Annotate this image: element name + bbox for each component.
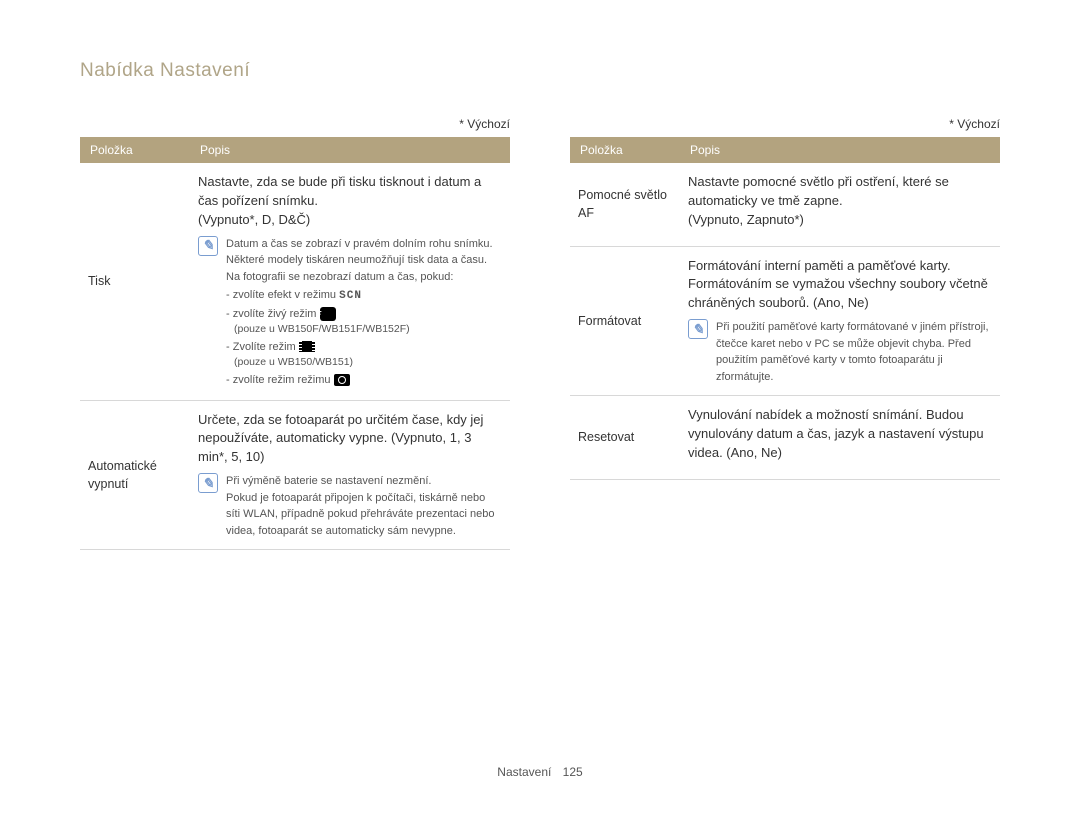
note-box: ✎ Datum a čas se zobrazí v pravém dolním… xyxy=(198,236,502,390)
table-row: Automatické vypnutí Určete, zda se fotoa… xyxy=(80,400,510,550)
page-title: Nabídka Nastavení xyxy=(80,60,1000,82)
page-footer: Nastavení 125 xyxy=(0,765,1080,779)
note-box: ✎ Při výměně baterie se nastavení nezměn… xyxy=(198,473,502,539)
film-icon xyxy=(299,341,315,352)
desc-text: Vynulování nabídek a možností snímání. B… xyxy=(688,406,992,463)
page-number: 125 xyxy=(563,765,583,779)
desc-text: Nastavte, zda se bude při tisku tisknout… xyxy=(198,173,502,230)
scn-label: SCN xyxy=(339,290,362,302)
default-note-left: * Výchozí xyxy=(80,117,510,131)
row-label: Formátovat xyxy=(570,246,680,396)
note-icon: ✎ xyxy=(198,473,218,493)
note-text: Datum a čas se zobrazí v pravém dolním r… xyxy=(226,236,493,390)
camera-icon xyxy=(334,374,350,386)
table-row: Formátovat Formátování interní paměti a … xyxy=(570,246,1000,396)
footer-label: Nastavení xyxy=(497,765,551,779)
desc-text: Určete, zda se fotoaparát po určitém čas… xyxy=(198,411,502,468)
col-header-item: Položka xyxy=(80,137,190,163)
note-text: Při použití paměťové karty formátované v… xyxy=(716,319,992,385)
row-desc: Nastavte, zda se bude při tisku tisknout… xyxy=(190,163,510,400)
note-box: ✎ Při použití paměťové karty formátované… xyxy=(688,319,992,385)
desc-text: Formátování interní paměti a paměťové ka… xyxy=(688,257,992,314)
row-desc: Formátování interní paměti a paměťové ka… xyxy=(680,246,1000,396)
row-desc: Určete, zda se fotoaparát po určitém čas… xyxy=(190,400,510,550)
note-icon: ✎ xyxy=(688,319,708,339)
note-text: Při výměně baterie se nastavení nezmění.… xyxy=(226,473,502,539)
settings-table-left: Položka Popis Tisk Nastavte, zda se bude… xyxy=(80,137,510,550)
table-row: Resetovat Vynulování nabídek a možností … xyxy=(570,396,1000,480)
row-label: Resetovat xyxy=(570,396,680,480)
right-column: * Výchozí Položka Popis Pomocné světlo A… xyxy=(570,117,1000,550)
content-columns: * Výchozí Položka Popis Tisk Nastavte, z… xyxy=(80,117,1000,550)
table-row: Tisk Nastavte, zda se bude při tisku tis… xyxy=(80,163,510,400)
settings-table-right: Položka Popis Pomocné světlo AF Nastavte… xyxy=(570,137,1000,480)
row-label: Automatické vypnutí xyxy=(80,400,190,550)
row-label: Pomocné světlo AF xyxy=(570,163,680,246)
desc-text: Nastavte pomocné světlo při ostření, kte… xyxy=(688,173,992,230)
col-header-item: Položka xyxy=(570,137,680,163)
row-desc: Nastavte pomocné světlo při ostření, kte… xyxy=(680,163,1000,246)
left-column: * Výchozí Položka Popis Tisk Nastavte, z… xyxy=(80,117,510,550)
row-desc: Vynulování nabídek a možností snímání. B… xyxy=(680,396,1000,480)
note-icon: ✎ xyxy=(198,236,218,256)
default-note-right: * Výchozí xyxy=(570,117,1000,131)
row-label: Tisk xyxy=(80,163,190,400)
col-header-desc: Popis xyxy=(190,137,510,163)
col-header-desc: Popis xyxy=(680,137,1000,163)
table-row: Pomocné světlo AF Nastavte pomocné světl… xyxy=(570,163,1000,246)
star-icon xyxy=(320,307,336,321)
